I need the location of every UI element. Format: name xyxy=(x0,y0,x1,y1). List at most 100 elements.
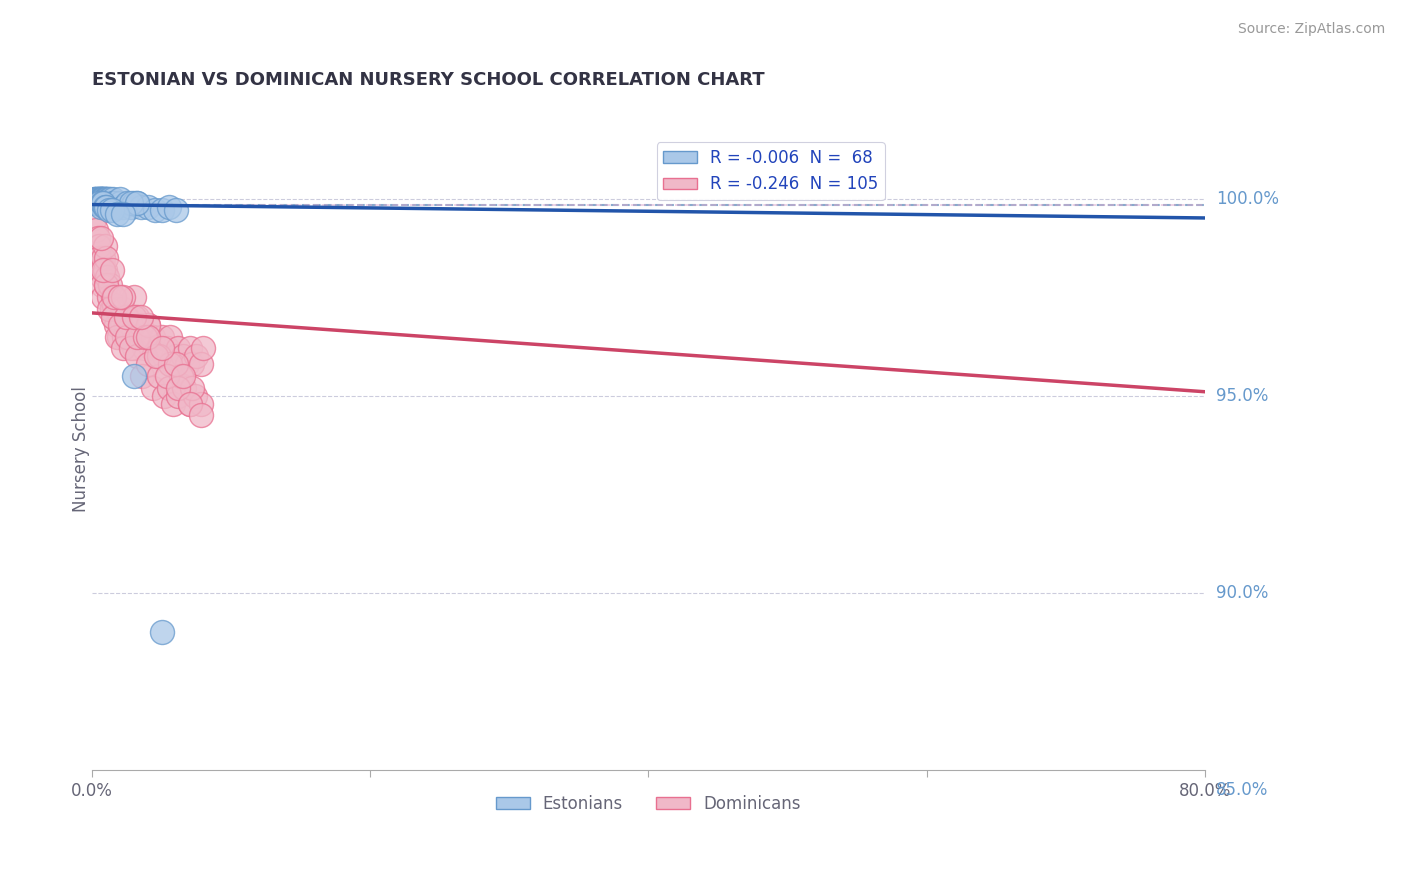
Point xyxy=(179,396,201,410)
Point xyxy=(167,342,190,356)
Point xyxy=(96,192,118,206)
Point xyxy=(87,195,110,210)
Point xyxy=(165,349,187,363)
Point xyxy=(89,195,111,210)
Point xyxy=(93,192,115,206)
Point xyxy=(84,195,107,210)
Point xyxy=(117,329,139,343)
Point xyxy=(145,349,167,363)
Point xyxy=(94,200,117,214)
Point xyxy=(94,192,117,206)
Point xyxy=(90,192,112,206)
Point xyxy=(111,200,134,214)
Point xyxy=(101,192,124,206)
Point xyxy=(114,318,136,332)
Point xyxy=(162,396,184,410)
Point xyxy=(89,192,111,206)
Point xyxy=(87,231,110,245)
Point xyxy=(186,349,208,363)
Point xyxy=(115,329,138,343)
Point xyxy=(172,349,194,363)
Point xyxy=(157,381,180,395)
Point xyxy=(111,342,134,356)
Point xyxy=(90,278,112,293)
Point xyxy=(184,389,207,403)
Point xyxy=(122,310,145,324)
Point xyxy=(90,195,112,210)
Point xyxy=(112,329,135,343)
Point xyxy=(145,349,167,363)
Point xyxy=(105,200,128,214)
Point xyxy=(136,318,159,332)
Point xyxy=(193,342,215,356)
Point xyxy=(86,223,108,237)
Text: 95.0%: 95.0% xyxy=(1216,386,1268,405)
Point xyxy=(89,192,111,206)
Point xyxy=(132,342,155,356)
Point xyxy=(101,195,124,210)
Point xyxy=(129,200,152,214)
Point xyxy=(190,396,212,410)
Point xyxy=(179,342,201,356)
Point xyxy=(165,203,187,218)
Point xyxy=(125,195,148,210)
Point xyxy=(148,349,170,363)
Point xyxy=(153,389,176,403)
Point xyxy=(90,192,112,206)
Point xyxy=(115,195,138,210)
Point xyxy=(87,192,110,206)
Point xyxy=(111,290,134,304)
Point xyxy=(96,195,118,210)
Point xyxy=(172,368,194,383)
Point xyxy=(86,195,108,210)
Point xyxy=(170,368,193,383)
Point xyxy=(97,290,120,304)
Point xyxy=(98,278,121,293)
Point xyxy=(105,329,128,343)
Point xyxy=(150,329,173,343)
Point xyxy=(100,195,122,210)
Point xyxy=(91,195,114,210)
Point xyxy=(107,329,129,343)
Point xyxy=(142,381,165,395)
Point xyxy=(103,195,125,210)
Point xyxy=(129,310,152,324)
Point xyxy=(100,203,122,218)
Point xyxy=(190,409,212,423)
Point xyxy=(136,329,159,343)
Point xyxy=(91,262,114,277)
Point xyxy=(84,192,107,206)
Point xyxy=(93,192,115,206)
Point xyxy=(162,357,184,371)
Point xyxy=(125,195,148,210)
Point xyxy=(89,192,111,206)
Point xyxy=(108,318,131,332)
Point xyxy=(122,195,145,210)
Point xyxy=(122,368,145,383)
Point xyxy=(108,192,131,206)
Point xyxy=(128,329,150,343)
Point xyxy=(150,342,173,356)
Point xyxy=(86,192,108,206)
Point xyxy=(83,192,105,206)
Point xyxy=(120,200,142,214)
Point xyxy=(84,211,107,226)
Point xyxy=(89,262,111,277)
Point xyxy=(156,368,179,383)
Point xyxy=(134,329,156,343)
Point xyxy=(94,278,117,293)
Text: 100.0%: 100.0% xyxy=(1216,190,1278,208)
Text: 85.0%: 85.0% xyxy=(1216,780,1268,798)
Point xyxy=(153,349,176,363)
Point xyxy=(125,329,148,343)
Point xyxy=(94,195,117,210)
Point xyxy=(89,192,111,206)
Point xyxy=(173,381,195,395)
Point xyxy=(105,207,128,221)
Point xyxy=(125,349,148,363)
Point xyxy=(89,231,111,245)
Point xyxy=(156,342,179,356)
Point xyxy=(142,329,165,343)
Point xyxy=(89,200,111,214)
Point xyxy=(120,342,142,356)
